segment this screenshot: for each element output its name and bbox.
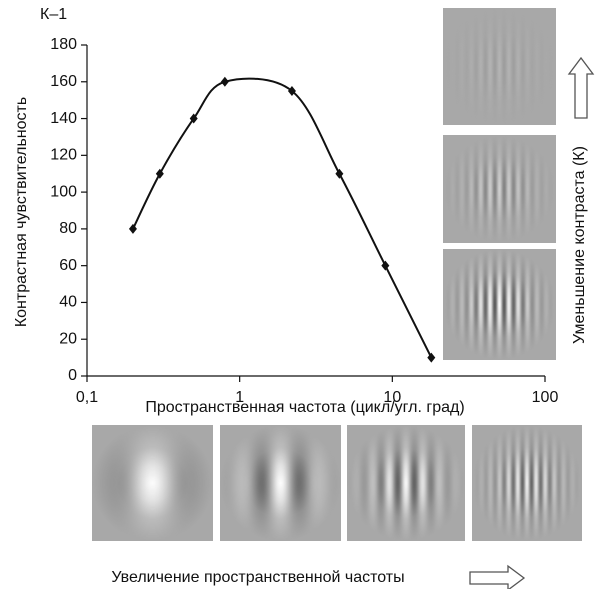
curve xyxy=(132,77,433,359)
y-tick-label: 180 xyxy=(50,36,77,53)
y-tick-label: 60 xyxy=(59,257,77,274)
grating xyxy=(92,425,213,541)
x-tick-label: 10 xyxy=(383,389,401,406)
y-axis-title: Контрастная чувствительность xyxy=(13,97,30,327)
x-axis-title: Пространственная частота (цикл/угл. град… xyxy=(145,399,464,416)
data-point xyxy=(335,168,344,179)
y-tick-label: 160 xyxy=(50,73,77,90)
data-point xyxy=(381,260,390,271)
bottom-caption: Увеличение пространственной частоты xyxy=(111,569,404,586)
data-point xyxy=(128,223,137,234)
y-tick-label: 20 xyxy=(59,330,77,347)
right-arrow xyxy=(469,564,526,589)
x-tick-label: 1 xyxy=(235,389,244,406)
y-tick-label: 140 xyxy=(50,110,77,127)
data-point xyxy=(189,113,198,124)
x-tick-label: 0,1 xyxy=(76,389,98,406)
y-tick-label: 0 xyxy=(68,367,77,384)
grating xyxy=(443,8,556,125)
data-point xyxy=(155,168,164,179)
grating xyxy=(472,425,582,541)
y-tick-label: 120 xyxy=(50,147,77,164)
y-tick-label: 100 xyxy=(50,183,77,200)
data-point xyxy=(287,85,296,96)
grating xyxy=(443,135,556,243)
up-arrow xyxy=(567,56,595,119)
grating xyxy=(220,425,341,541)
data-point xyxy=(220,76,229,87)
grating xyxy=(443,249,556,360)
y-tick-label: 80 xyxy=(59,220,77,237)
x-tick-label: 100 xyxy=(532,389,559,406)
grating xyxy=(347,425,465,541)
right-caption: Уменьшение контраста (К) xyxy=(571,146,588,344)
y-tick-label: 40 xyxy=(59,294,77,311)
data-point xyxy=(427,352,436,363)
y-unit-label: К–1 xyxy=(40,6,67,23)
